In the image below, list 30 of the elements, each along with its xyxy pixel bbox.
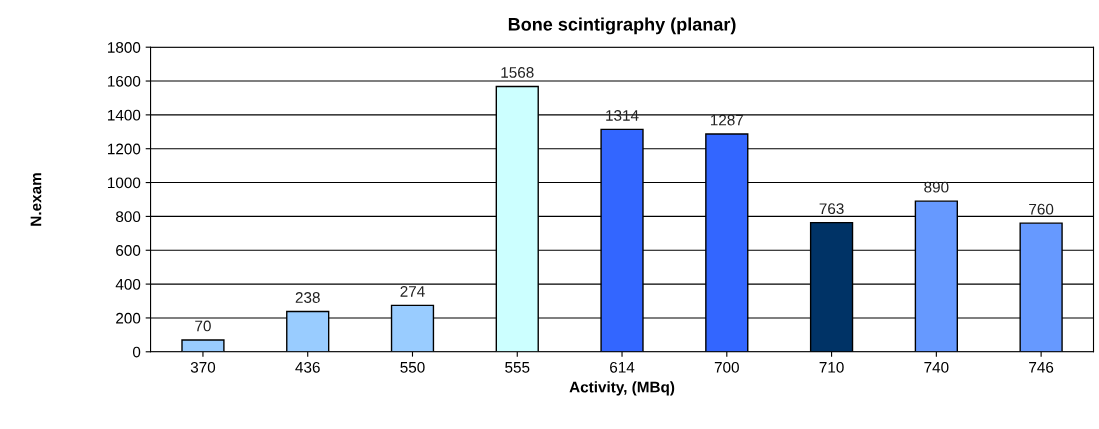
data-label: 274 (400, 286, 425, 297)
x-tick-label: 740 (924, 361, 949, 373)
y-axis-title: N.exam (30, 173, 42, 226)
data-label: 238 (295, 292, 320, 303)
y-tick-label: 1600 (108, 75, 141, 87)
y-tick-label: 800 (116, 211, 141, 223)
y-tick-label: 1400 (108, 109, 141, 121)
y-tick-label: 1800 (108, 42, 141, 53)
y-tick-label: 400 (115, 278, 141, 290)
y-tick-label: 1000 (108, 177, 141, 189)
y-tick-label: 0 (132, 346, 141, 358)
x-tick-label: 746 (1029, 361, 1054, 373)
y-tick-label: 1200 (108, 143, 141, 155)
data-label: 763 (819, 203, 844, 215)
x-tick-label: 614 (610, 361, 635, 373)
x-tick-label: 700 (714, 361, 739, 373)
x-axis-title: Activity, (MBq) (569, 381, 675, 396)
data-label: 890 (924, 181, 949, 193)
x-tick-label: 550 (400, 361, 425, 373)
x-tick-label: 710 (819, 361, 844, 373)
data-label: 760 (1029, 203, 1054, 215)
y-tick-label: 600 (116, 245, 141, 256)
x-tick-label: 370 (190, 361, 216, 373)
y-tick-label: 200 (116, 312, 141, 324)
data-label: 1287 (710, 114, 744, 126)
chart-title: Bone scintigraphy (planar) (508, 17, 736, 35)
x-tick-label: 436 (295, 361, 320, 373)
x-tick-label: 555 (505, 362, 530, 373)
data-label: 1568 (501, 67, 534, 78)
data-label: 70 (195, 320, 211, 332)
